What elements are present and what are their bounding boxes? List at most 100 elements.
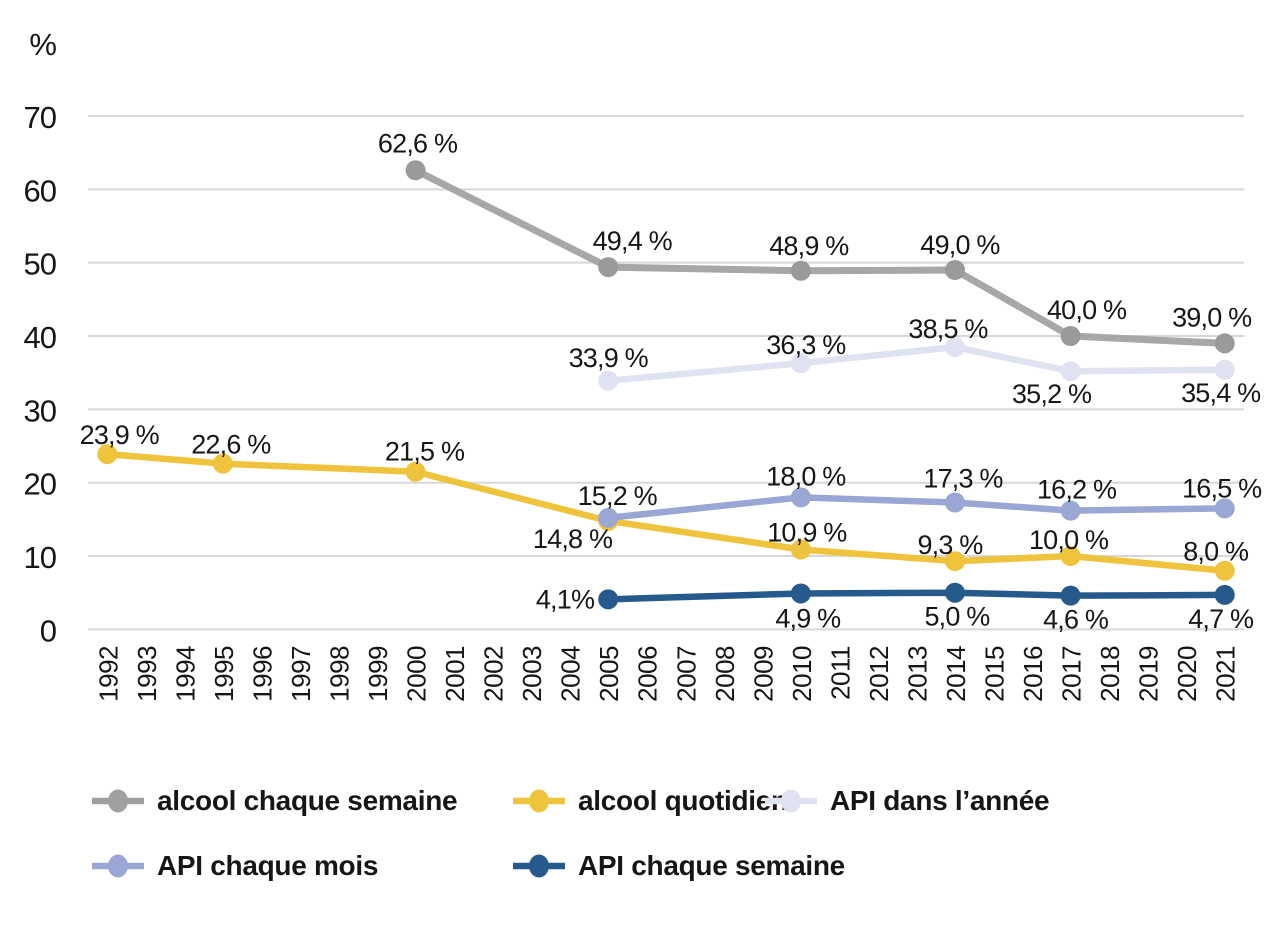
- data-point-api-chaque-semaine: [1214, 584, 1235, 605]
- data-label-api-chaque-mois: 15,2 %: [578, 481, 658, 511]
- x-tick-label: 1997: [286, 646, 316, 702]
- data-label-api-chaque-semaine: 4,6 %: [1043, 605, 1109, 635]
- data-point-alcool-quotidien: [790, 539, 811, 560]
- data-point-alcool-chaque-semaine: [945, 260, 965, 281]
- data-label-api-dans-lannee: 36,3 %: [766, 330, 846, 360]
- data-label-alcool-quotidien: 9,3 %: [917, 530, 983, 560]
- data-label-alcool-quotidien: 23,9 %: [80, 420, 160, 450]
- data-label-api-chaque-semaine: 4,1%: [536, 584, 595, 614]
- data-point-alcool-chaque-semaine: [1060, 326, 1081, 347]
- data-label-alcool-chaque-semaine: 62,6 %: [378, 128, 458, 158]
- data-point-alcool-quotidien: [405, 461, 426, 482]
- data-label-api-chaque-semaine: 5,0 %: [924, 602, 990, 632]
- data-point-alcool-chaque-semaine: [790, 260, 811, 281]
- x-tick-label: 2005: [594, 646, 624, 702]
- x-tick-label: 2009: [748, 646, 778, 702]
- data-label-alcool-chaque-semaine: 48,9 %: [769, 231, 849, 261]
- x-tick-label: 2011: [825, 646, 855, 700]
- data-point-alcool-quotidien: [212, 453, 233, 474]
- x-tick-label: 1993: [132, 646, 162, 702]
- y-tick-label: 40: [24, 320, 57, 355]
- legend-item-label: API chaque mois: [157, 850, 379, 881]
- x-tick-label: 2010: [787, 646, 817, 702]
- data-point-alcool-quotidien: [97, 444, 118, 465]
- series-line-alcool-quotidien: [106, 450, 1226, 574]
- legend-item-label: API chaque semaine: [578, 850, 845, 881]
- legend-item-api-chaque-semaine: API chaque semaine: [513, 851, 845, 881]
- x-tick-label: 2021: [1211, 646, 1241, 702]
- legend-item-alcool-chaque-semaine: alcool chaque semaine: [92, 785, 458, 816]
- data-point-api-dans-lannee: [1214, 359, 1235, 380]
- data-label-api-dans-lannee: 35,2 %: [1012, 379, 1092, 409]
- data-point-api-dans-lannee: [945, 337, 965, 358]
- x-tick-label: 2020: [1172, 646, 1202, 702]
- x-tick-label: 2014: [941, 646, 971, 702]
- data-point-api-chaque-mois: [945, 492, 965, 513]
- y-tick-label: 10: [24, 540, 57, 575]
- data-point-alcool-quotidien: [1060, 546, 1081, 567]
- x-tick-label: 2000: [402, 646, 432, 702]
- data-point-api-chaque-semaine: [598, 589, 619, 610]
- data-point-alcool-chaque-semaine: [1214, 333, 1235, 354]
- data-point-api-chaque-mois: [790, 487, 811, 508]
- data-label-api-chaque-mois: 18,0 %: [766, 461, 846, 491]
- data-label-alcool-quotidien: 8,0 %: [1183, 537, 1249, 567]
- data-point-api-chaque-semaine: [945, 582, 965, 603]
- legend-line-marker-icon: [513, 854, 565, 878]
- data-label-alcool-chaque-semaine: 49,0 %: [920, 230, 1000, 260]
- data-label-api-chaque-semaine: 4,9 %: [775, 603, 841, 633]
- data-point-alcool-chaque-semaine: [598, 257, 619, 278]
- y-tick-label: 0: [40, 613, 57, 648]
- data-point-alcool-chaque-semaine: [405, 160, 426, 181]
- legend-line-marker-icon: [92, 789, 144, 813]
- data-label-api-dans-lannee: 33,9 %: [569, 343, 649, 373]
- data-label-api-chaque-mois: 16,2 %: [1037, 475, 1117, 505]
- data-point-api-chaque-mois: [1214, 498, 1235, 519]
- data-label-alcool-quotidien: 14,8 %: [533, 524, 613, 554]
- data-label-api-dans-lannee: 38,5 %: [908, 314, 988, 344]
- y-tick-label: 60: [24, 173, 57, 208]
- x-tick-label: 2018: [1095, 646, 1125, 702]
- data-label-alcool-quotidien: 21,5 %: [385, 437, 465, 467]
- data-point-api-dans-lannee: [598, 370, 619, 391]
- x-tick-label: 1998: [324, 646, 354, 702]
- legend-item-api-chaque-mois: API chaque mois: [92, 851, 378, 881]
- data-label-alcool-chaque-semaine: 39,0 %: [1172, 302, 1252, 332]
- data-label-alcool-chaque-semaine: 49,4 %: [593, 226, 673, 256]
- series-line-api-chaque-mois: [607, 494, 1225, 522]
- data-point-alcool-quotidien: [1214, 560, 1235, 581]
- series-line-alcool-chaque-semaine: [413, 167, 1225, 347]
- x-tick-label: 1994: [170, 646, 200, 702]
- legend-line-marker-icon: [513, 789, 565, 813]
- data-point-api-dans-lannee: [790, 353, 811, 374]
- data-label-alcool-quotidien: 10,9 %: [767, 517, 847, 547]
- data-point-api-chaque-mois: [1060, 500, 1081, 521]
- legend-line-marker-icon: [765, 789, 817, 813]
- y-tick-label: 20: [24, 467, 57, 502]
- y-tick-label: 70: [24, 100, 57, 135]
- x-tick-label: 1996: [247, 646, 277, 702]
- legend-line-marker-icon: [92, 854, 144, 878]
- x-tick-label: 1995: [209, 646, 239, 702]
- x-tick-label: 2019: [1134, 646, 1164, 702]
- x-tick-label: 2003: [517, 646, 547, 702]
- data-label-alcool-chaque-semaine: 40,0 %: [1047, 295, 1127, 325]
- y-axis-unit-label: %: [29, 27, 56, 62]
- x-tick-label: 2007: [671, 646, 701, 702]
- x-tick-label: 2012: [864, 646, 894, 702]
- x-tick-label: 2013: [902, 646, 932, 702]
- legend-item-api-dans-lannee: API dans l’année: [765, 785, 1050, 816]
- data-point-alcool-quotidien: [945, 551, 965, 572]
- y-tick-label: 30: [24, 393, 57, 428]
- x-tick-label: 1999: [363, 646, 393, 702]
- series-line-api-chaque-semaine: [608, 589, 1225, 603]
- x-tick-label: 2008: [710, 646, 740, 702]
- legend-item-label: alcool chaque semaine: [157, 785, 458, 816]
- x-tick-label: 2017: [1057, 646, 1087, 702]
- data-point-api-dans-lannee: [1060, 361, 1081, 382]
- legend-item-label: API dans l’année: [830, 785, 1050, 816]
- x-tick-label: 2015: [980, 646, 1010, 702]
- x-tick-label: 2006: [633, 646, 663, 702]
- data-label-api-chaque-semaine: 4,7 %: [1188, 604, 1254, 634]
